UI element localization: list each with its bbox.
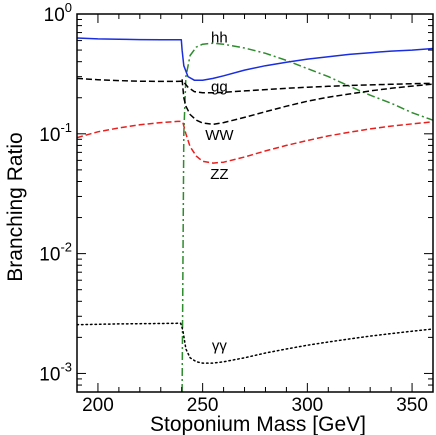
y-tick-label: 10-2 [39, 240, 72, 266]
series-line-gg [77, 77, 433, 94]
y-tick-label: 10-3 [39, 359, 72, 385]
series-line-hh [181, 42, 433, 392]
x-tick-label: 250 [187, 395, 219, 416]
series-label: γγ [212, 338, 228, 355]
tick-marks [76, 13, 434, 393]
plot-lines [77, 37, 433, 392]
series-label: gg [211, 79, 228, 96]
series-line-unlabeled [77, 37, 433, 81]
series-line-gamma-gamma [77, 322, 433, 364]
y-tick-label: 10-1 [39, 120, 72, 146]
series-label: ZZ [210, 166, 228, 183]
series-line-ww [181, 79, 433, 126]
series-line-zz [77, 120, 433, 164]
y-axis-title: Branching Ratio [4, 132, 27, 281]
x-tick-label: 300 [292, 395, 324, 416]
x-axis-title: Stoponium Mass [GeV] [150, 413, 366, 435]
series-label: hh [211, 29, 228, 46]
series-labels: hh gg WW ZZ γγ [205, 29, 234, 354]
tick-labels: 200 250 300 350 10-3 10-2 10-1 100 [39, 0, 428, 416]
plot-frame [76, 13, 434, 393]
x-tick-label: 350 [396, 395, 428, 416]
x-tick-label: 200 [82, 395, 114, 416]
series-label: WW [205, 127, 234, 144]
y-tick-label: 100 [44, 0, 72, 26]
